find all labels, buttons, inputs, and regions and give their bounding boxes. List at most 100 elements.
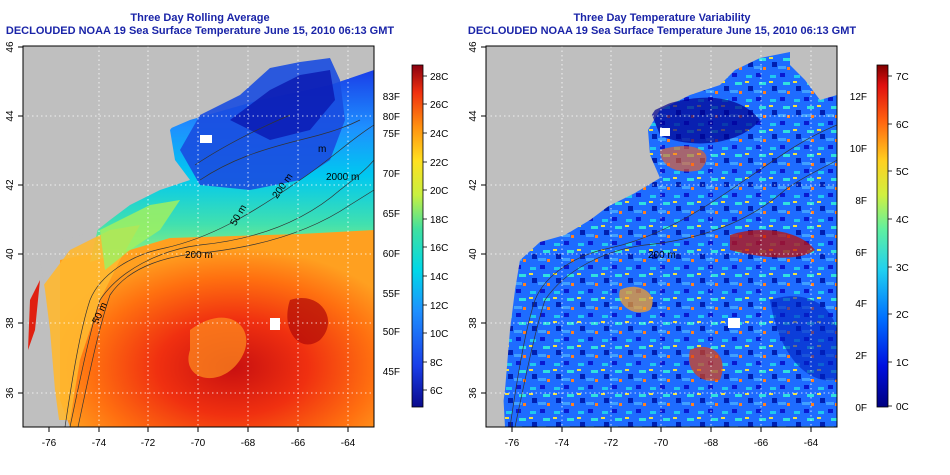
- left-cold-core: [230, 70, 335, 140]
- right-colorbar-ticks: [888, 75, 892, 407]
- left-eddy-core: [287, 298, 329, 345]
- right-y-axis-labels: 36 38 40 42 44 46: [468, 41, 479, 399]
- colorbar-f-label: 12F: [850, 92, 867, 103]
- x-tick-label: -76: [505, 438, 520, 449]
- y-tick-label: 38: [468, 317, 479, 329]
- left-graticule: [23, 46, 374, 427]
- right-land-nova-scotia: [790, 46, 837, 100]
- x-tick-label: -64: [341, 438, 356, 449]
- colorbar-c-label: 14C: [430, 272, 448, 283]
- y-tick-label: 44: [468, 110, 479, 122]
- colorbar-c-label: 26C: [430, 100, 448, 111]
- y-tick-label: 46: [468, 41, 479, 53]
- colorbar-f-label: 60F: [383, 249, 400, 260]
- left-shelf-band: [100, 200, 180, 270]
- x-tick-label: -74: [92, 438, 107, 449]
- colorbar-f-label: 55F: [383, 289, 400, 300]
- colorbar-c-label: 1C: [896, 358, 909, 369]
- colorbar-c-label: 22C: [430, 158, 448, 169]
- right-colorbar: [876, 64, 889, 408]
- left-eddy: [188, 317, 247, 379]
- colorbar-c-label: 18C: [430, 215, 448, 226]
- colorbar-f-label: 0F: [855, 403, 867, 414]
- colorbar-c-label: 24C: [430, 129, 448, 140]
- right-map-title: Three Day Temperature Variability DECLOU…: [462, 12, 862, 38]
- x-tick-label: -76: [42, 438, 57, 449]
- left-contour-label-m: m: [318, 144, 326, 155]
- left-nearshore-band: [40, 225, 140, 420]
- left-contour-label-2000m: 2000 m: [326, 172, 359, 183]
- left-map-title: Three Day Rolling Average DECLOUDED NOAA…: [0, 12, 400, 38]
- right-ocean-variability: [500, 52, 837, 427]
- left-map: 2000 m 200 m 50 m m 50 m 200 m: [23, 46, 374, 427]
- y-tick-label: 40: [5, 248, 16, 260]
- right-graticule: [486, 46, 837, 427]
- y-tick-label: 42: [468, 179, 479, 191]
- left-x-axis-labels: -76 -74 -72 -70 -68 -66 -64: [42, 438, 356, 449]
- x-tick-label: -72: [141, 438, 156, 449]
- colorbar-c-label: 8C: [430, 358, 443, 369]
- colorbar-c-label: 16C: [430, 243, 448, 254]
- colorbar-f-label: 2F: [855, 351, 867, 362]
- x-tick-label: -68: [704, 438, 719, 449]
- colorbar-f-label: 75F: [383, 129, 400, 140]
- colorbar-c-label: 4C: [896, 215, 909, 226]
- x-tick-label: -74: [555, 438, 570, 449]
- y-tick-label: 36: [468, 387, 479, 399]
- left-contour-label-200m: 200 m: [185, 250, 213, 261]
- right-axis-ticks: [481, 46, 812, 432]
- colorbar-f-label: 80F: [383, 112, 400, 123]
- y-tick-label: 40: [468, 248, 479, 260]
- y-tick-label: 44: [5, 110, 16, 122]
- colorbar-f-label: 83F: [383, 92, 400, 103]
- colorbar-f-label: 10F: [850, 144, 867, 155]
- colorbar-f-label: 8F: [855, 196, 867, 207]
- y-tick-label: 36: [5, 387, 16, 399]
- left-map-title-line2: DECLOUDED NOAA 19 Sea Surface Temperatur…: [5, 25, 395, 37]
- right-contour-label-200m: 200 m: [648, 250, 676, 261]
- x-tick-label: -70: [191, 438, 206, 449]
- colorbar-c-label: 12C: [430, 301, 448, 312]
- right-high-var-patch: [730, 230, 815, 258]
- y-tick-label: 42: [5, 179, 16, 191]
- colorbar-c-label: 0C: [896, 402, 909, 413]
- right-high-var-patch: [619, 286, 653, 313]
- right-map: 200 m: [486, 46, 837, 427]
- right-low-var-patch: [770, 296, 837, 381]
- colorbar-f-label: 50F: [383, 327, 400, 338]
- x-tick-label: -66: [754, 438, 769, 449]
- colorbar-c-label: 28C: [430, 72, 448, 83]
- colorbar-f-label: 6F: [855, 248, 867, 259]
- left-colorbar-fahrenheit-labels: 83F 80F 75F 70F 65F 60F 55F 50F 45F: [383, 92, 400, 378]
- y-tick-label: 38: [5, 317, 16, 329]
- colorbar-c-label: 5C: [896, 167, 909, 178]
- right-high-var-patch: [689, 346, 723, 381]
- colorbar-f-label: 4F: [855, 299, 867, 310]
- left-missing-data: [200, 135, 212, 143]
- x-tick-label: -64: [804, 438, 819, 449]
- colorbar-c-label: 3C: [896, 263, 909, 274]
- left-colorbar: [411, 64, 424, 408]
- left-y-axis-labels: 36 38 40 42 44 46: [5, 41, 16, 399]
- colorbar-f-label: 45F: [383, 367, 400, 378]
- left-colorbar-celsius-labels: 28C 26C 24C 22C 20C 18C 16C 14C 12C 10C …: [430, 72, 448, 397]
- right-missing-data: [660, 128, 670, 136]
- colorbar-c-label: 7C: [896, 72, 909, 83]
- right-low-var-patch: [650, 97, 760, 144]
- right-land-us-coast: [486, 46, 755, 427]
- right-map-title-line1: Three Day Temperature Variability: [573, 12, 751, 24]
- colorbar-f-label: 65F: [383, 209, 400, 220]
- colorbar-f-label: 70F: [383, 169, 400, 180]
- right-bathymetry-contours: [509, 124, 837, 427]
- x-tick-label: -72: [604, 438, 619, 449]
- x-tick-label: -68: [241, 438, 256, 449]
- colorbar-c-label: 10C: [430, 329, 448, 340]
- y-tick-label: 46: [5, 41, 16, 53]
- colorbar-c-label: 2C: [896, 310, 909, 321]
- right-map-title-line2: DECLOUDED NOAA 19 Sea Surface Temperatur…: [467, 25, 857, 37]
- left-axis-ticks: [18, 46, 349, 432]
- right-colorbar-celsius-labels: 7C 6C 5C 4C 3C 2C 1C 0C: [896, 72, 909, 413]
- left-land-us-coast: [23, 46, 270, 427]
- right-colorbar-fahrenheit-labels: 12F 10F 8F 6F 4F 2F 0F: [850, 92, 867, 414]
